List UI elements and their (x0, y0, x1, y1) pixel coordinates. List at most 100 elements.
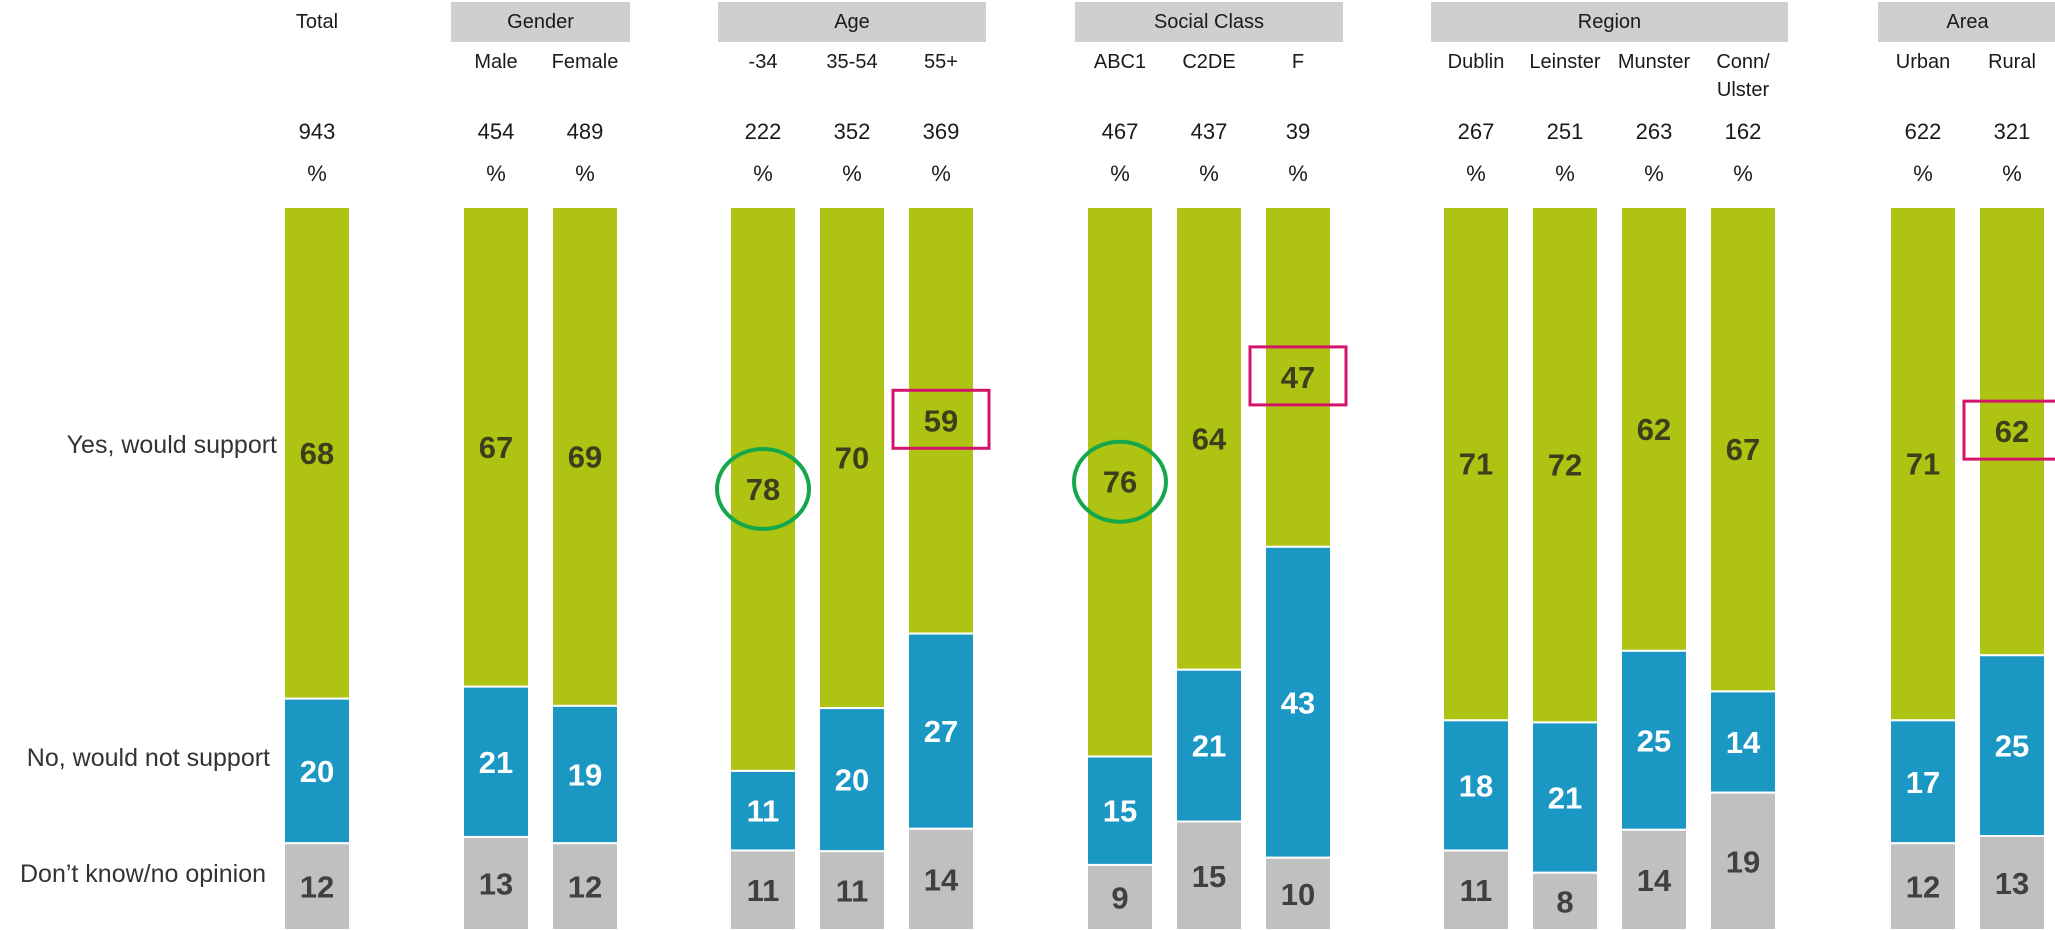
highlight-circle (715, 446, 811, 531)
data-label-yes: 76 (1103, 465, 1137, 500)
bar-segment-no (1086, 755, 1154, 866)
base-count: 267 (1458, 119, 1495, 144)
data-label-yes: 69 (568, 439, 602, 474)
data-label-no: 25 (1637, 723, 1671, 758)
percent-sign: % (1913, 161, 1933, 186)
base-count: 352 (834, 119, 871, 144)
row-label-yes: Yes, would support (67, 431, 277, 459)
bar-segment-dk (1531, 871, 1599, 930)
group-header-bg (718, 2, 986, 42)
data-label-dk: 12 (568, 870, 602, 905)
bar-segment-dk (818, 850, 886, 930)
column-label-line2: Ulster (1717, 79, 1770, 101)
percent-sign: % (1199, 161, 1219, 186)
group-header-bg (1075, 2, 1343, 42)
data-label-dk: 12 (1906, 870, 1940, 905)
percent-sign: % (842, 161, 862, 186)
base-count: 321 (1994, 119, 2031, 144)
group-social-class: Social Class ABC1 467% 76 15 9 C2DE 437% 64 21 15 F… (1072, 2, 1348, 930)
data-label-yes: 59 (924, 403, 958, 438)
bar-segment-yes (1709, 206, 1777, 693)
group-header-label: Age (834, 11, 870, 33)
group-area: Area Urban 622% 71 17 12 Rural 321% 62 25 13 (1878, 2, 2055, 930)
bar-segment-no (283, 697, 351, 845)
percent-sign: % (1466, 161, 1486, 186)
data-label-dk: 19 (1726, 844, 1760, 879)
bar-segment-yes (551, 206, 619, 707)
base-count: 943 (299, 119, 336, 144)
data-label-no: 18 (1459, 768, 1493, 803)
data-label-no: 25 (1995, 729, 2029, 764)
data-label-dk: 11 (1460, 873, 1493, 908)
group-header-bg (1431, 2, 1788, 42)
bar-segment-no (1442, 719, 1510, 852)
percent-sign: % (931, 161, 951, 186)
column-label: Female (552, 51, 619, 73)
data-label-dk: 15 (1192, 859, 1226, 894)
data-label-no: 21 (479, 745, 513, 780)
data-label-no: 19 (568, 758, 602, 793)
group-gender: Gender Male 454% 67 21 13 Female 489% 69 19 12 (451, 2, 630, 930)
bar-segment-yes (729, 206, 797, 772)
data-label-yes: 47 (1281, 360, 1315, 395)
highlight-box (891, 388, 991, 450)
base-count: 251 (1547, 119, 1584, 144)
percent-sign: % (1110, 161, 1130, 186)
data-label-dk: 13 (1995, 866, 2029, 901)
bar-segment-no (818, 707, 886, 853)
base-count: 489 (567, 119, 604, 144)
data-label-yes: 67 (1726, 432, 1760, 467)
percent-sign: % (307, 161, 327, 186)
group-header-label: Gender (507, 11, 574, 33)
percent-sign: % (575, 161, 595, 186)
data-label-yes: 67 (479, 430, 513, 465)
data-label-dk: 13 (479, 866, 513, 901)
bar-segment-no (729, 769, 797, 852)
group-header-bg (451, 2, 630, 42)
data-label-no: 27 (924, 714, 958, 749)
group-header-label: Total (296, 11, 338, 33)
bar-segment-dk (907, 827, 975, 930)
bar-segment-no (1620, 649, 1688, 831)
column-label: Urban (1896, 51, 1950, 73)
bar-segment-no (1889, 719, 1957, 845)
bar-segment-yes (1264, 206, 1332, 548)
data-label-dk: 11 (836, 874, 869, 909)
percent-sign: % (1733, 161, 1753, 186)
bar-segment-yes (1175, 206, 1243, 671)
base-count: 454 (478, 119, 515, 144)
base-count: 222 (745, 119, 782, 144)
base-count: 437 (1191, 119, 1228, 144)
group-header-label: Area (1946, 11, 1989, 33)
data-label-yes: 68 (300, 436, 334, 471)
data-label-no: 43 (1281, 685, 1315, 720)
data-label-dk: 11 (747, 873, 780, 908)
data-label-no: 20 (835, 763, 869, 798)
column-label: 35-54 (826, 51, 877, 73)
percent-sign: % (1555, 161, 1575, 186)
column-label: ABC1 (1094, 51, 1146, 73)
base-count: 467 (1102, 119, 1139, 144)
bar-segment-no (1175, 668, 1243, 823)
data-label-dk: 14 (1637, 863, 1672, 898)
column-label: -34 (749, 51, 778, 73)
base-count: 263 (1636, 119, 1673, 144)
bar-segment-no (1709, 690, 1777, 794)
percent-sign: % (486, 161, 506, 186)
bar-segment-dk (551, 842, 619, 930)
percent-sign: % (1288, 161, 1308, 186)
column-label: Dublin (1448, 51, 1505, 73)
data-label-no: 11 (747, 794, 780, 829)
column-label: Munster (1618, 51, 1691, 73)
column-label: Male (474, 51, 517, 73)
group-region: Region Dublin 267% 71 18 11 Leinster 251% 72 21 8 M… (1431, 2, 1788, 930)
data-label-yes: 70 (835, 441, 869, 476)
data-label-yes: 72 (1548, 448, 1582, 483)
data-label-dk: 8 (1556, 884, 1573, 919)
column-label: C2DE (1182, 51, 1235, 73)
bar-segment-dk (1889, 842, 1957, 930)
column-label: Rural (1988, 51, 2036, 73)
data-label-no: 21 (1192, 729, 1226, 764)
group-total: Total 943% 68 20 12 (283, 11, 351, 930)
